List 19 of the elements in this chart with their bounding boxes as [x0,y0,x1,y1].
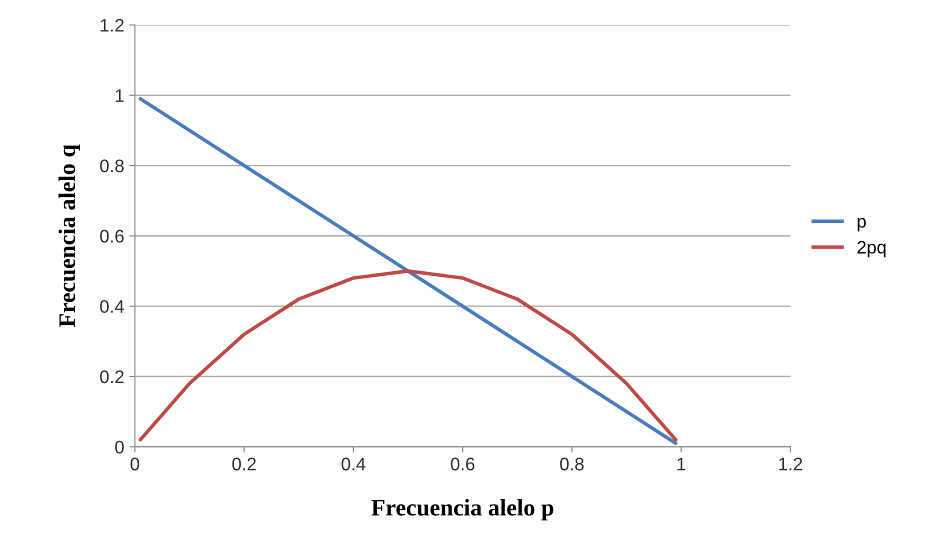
x-tick-label: 1 [678,458,686,470]
y-axis-title: Frecuencia alelo q [58,144,80,328]
y-tick-label: 0.6 [100,230,124,243]
y-tick-label: 0.2 [100,370,124,384]
x-tick-label: 0.6 [450,458,474,470]
y-tick-label: 1 [116,89,124,102]
legend-label: p [858,218,866,232]
x-axis-title: Frecuencia alelo p [371,499,554,520]
y-tick-label: 0.4 [100,300,124,313]
y-tick-label: 1.2 [100,18,124,32]
legend-label: 2pq [857,240,886,258]
y-tick-label: 0 [115,440,124,454]
x-tick-label: 0.4 [342,458,366,470]
x-tick-label: 1.2 [779,458,802,470]
x-tick-label: 0 [130,458,140,470]
line-series [138,269,678,442]
x-tick-label: 0.2 [232,458,256,470]
y-tick-label: 0.8 [100,160,124,172]
x-tick-label: 0.8 [560,458,584,470]
